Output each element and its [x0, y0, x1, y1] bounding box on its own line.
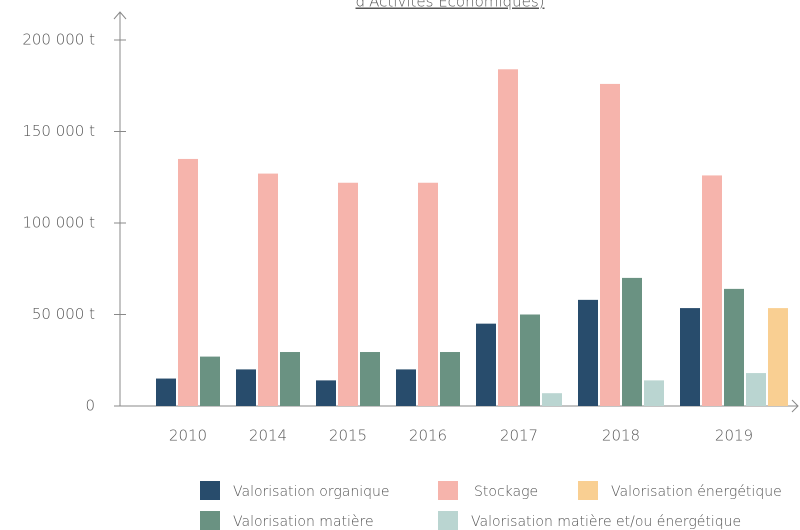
bar [476, 323, 496, 406]
bar [768, 308, 788, 406]
bar [498, 69, 518, 406]
bar [178, 158, 198, 406]
bar [156, 378, 176, 406]
x-tick-label: 2015 [329, 427, 367, 445]
y-tick-label: 50 000 t [32, 305, 95, 323]
legend-swatch [438, 481, 458, 500]
x-tick-label: 2014 [249, 427, 287, 445]
bar [578, 299, 598, 406]
bar [520, 314, 540, 406]
bar [338, 182, 358, 406]
legend-label: Valorisation matière [233, 514, 374, 530]
bar [644, 380, 664, 406]
bar [360, 352, 380, 406]
bar [316, 380, 336, 406]
bar [236, 369, 256, 406]
legend-label: Valorisation matière et/ou énergétique [471, 514, 741, 530]
x-tick-label: 2016 [409, 427, 447, 445]
x-tick-label: 2019 [715, 427, 753, 445]
legend-label: Valorisation énergétique [611, 484, 782, 500]
y-tick-label: 100 000 t [22, 214, 95, 232]
chart-title: d'Activités Économiques) [356, 0, 545, 11]
bar [724, 288, 744, 406]
x-tick-label: 2010 [169, 427, 207, 445]
legend-swatch [578, 481, 598, 500]
bar [418, 182, 438, 406]
y-tick-label: 150 000 t [22, 122, 95, 140]
bar [200, 356, 220, 406]
x-tick-label: 2017 [500, 427, 538, 445]
bar [542, 393, 562, 406]
legend-label: Valorisation organique [233, 484, 390, 500]
y-tick-label: 200 000 t [22, 31, 95, 49]
bar [702, 175, 722, 406]
bar [622, 277, 642, 406]
y-tick-label: 0 [85, 397, 95, 415]
legend-label: Stockage [474, 484, 538, 500]
y-axis [113, 11, 127, 406]
x-tick-label: 2018 [602, 427, 640, 445]
bar [396, 369, 416, 406]
legend-swatch [438, 511, 458, 530]
legend-swatch [200, 481, 220, 500]
bar [440, 352, 460, 406]
bar [746, 373, 766, 406]
legend-swatch [200, 511, 220, 530]
bar [600, 83, 620, 407]
bar [680, 308, 700, 406]
bar [280, 352, 300, 406]
bar [258, 173, 278, 406]
